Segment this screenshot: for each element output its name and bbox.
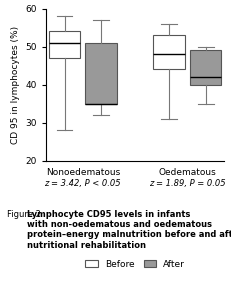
PathPatch shape (49, 32, 80, 58)
Text: Lymphocyte CD95 levels in infants
with non-oedematous and oedematous
protein–ene: Lymphocyte CD95 levels in infants with n… (27, 210, 231, 250)
PathPatch shape (153, 35, 185, 69)
Text: z = 3.42, P < 0.05: z = 3.42, P < 0.05 (45, 179, 121, 188)
Text: z = 1.89, P = 0.05: z = 1.89, P = 0.05 (149, 179, 226, 188)
PathPatch shape (190, 51, 222, 85)
PathPatch shape (85, 43, 117, 104)
Legend: Before, After: Before, After (85, 259, 185, 269)
Text: Figure 2: Figure 2 (7, 210, 43, 218)
Y-axis label: CD 95 in lymphocytes (%): CD 95 in lymphocytes (%) (11, 26, 20, 144)
Text: Nonoedematous: Nonoedematous (46, 168, 120, 177)
Text: Oedematous: Oedematous (158, 168, 216, 177)
